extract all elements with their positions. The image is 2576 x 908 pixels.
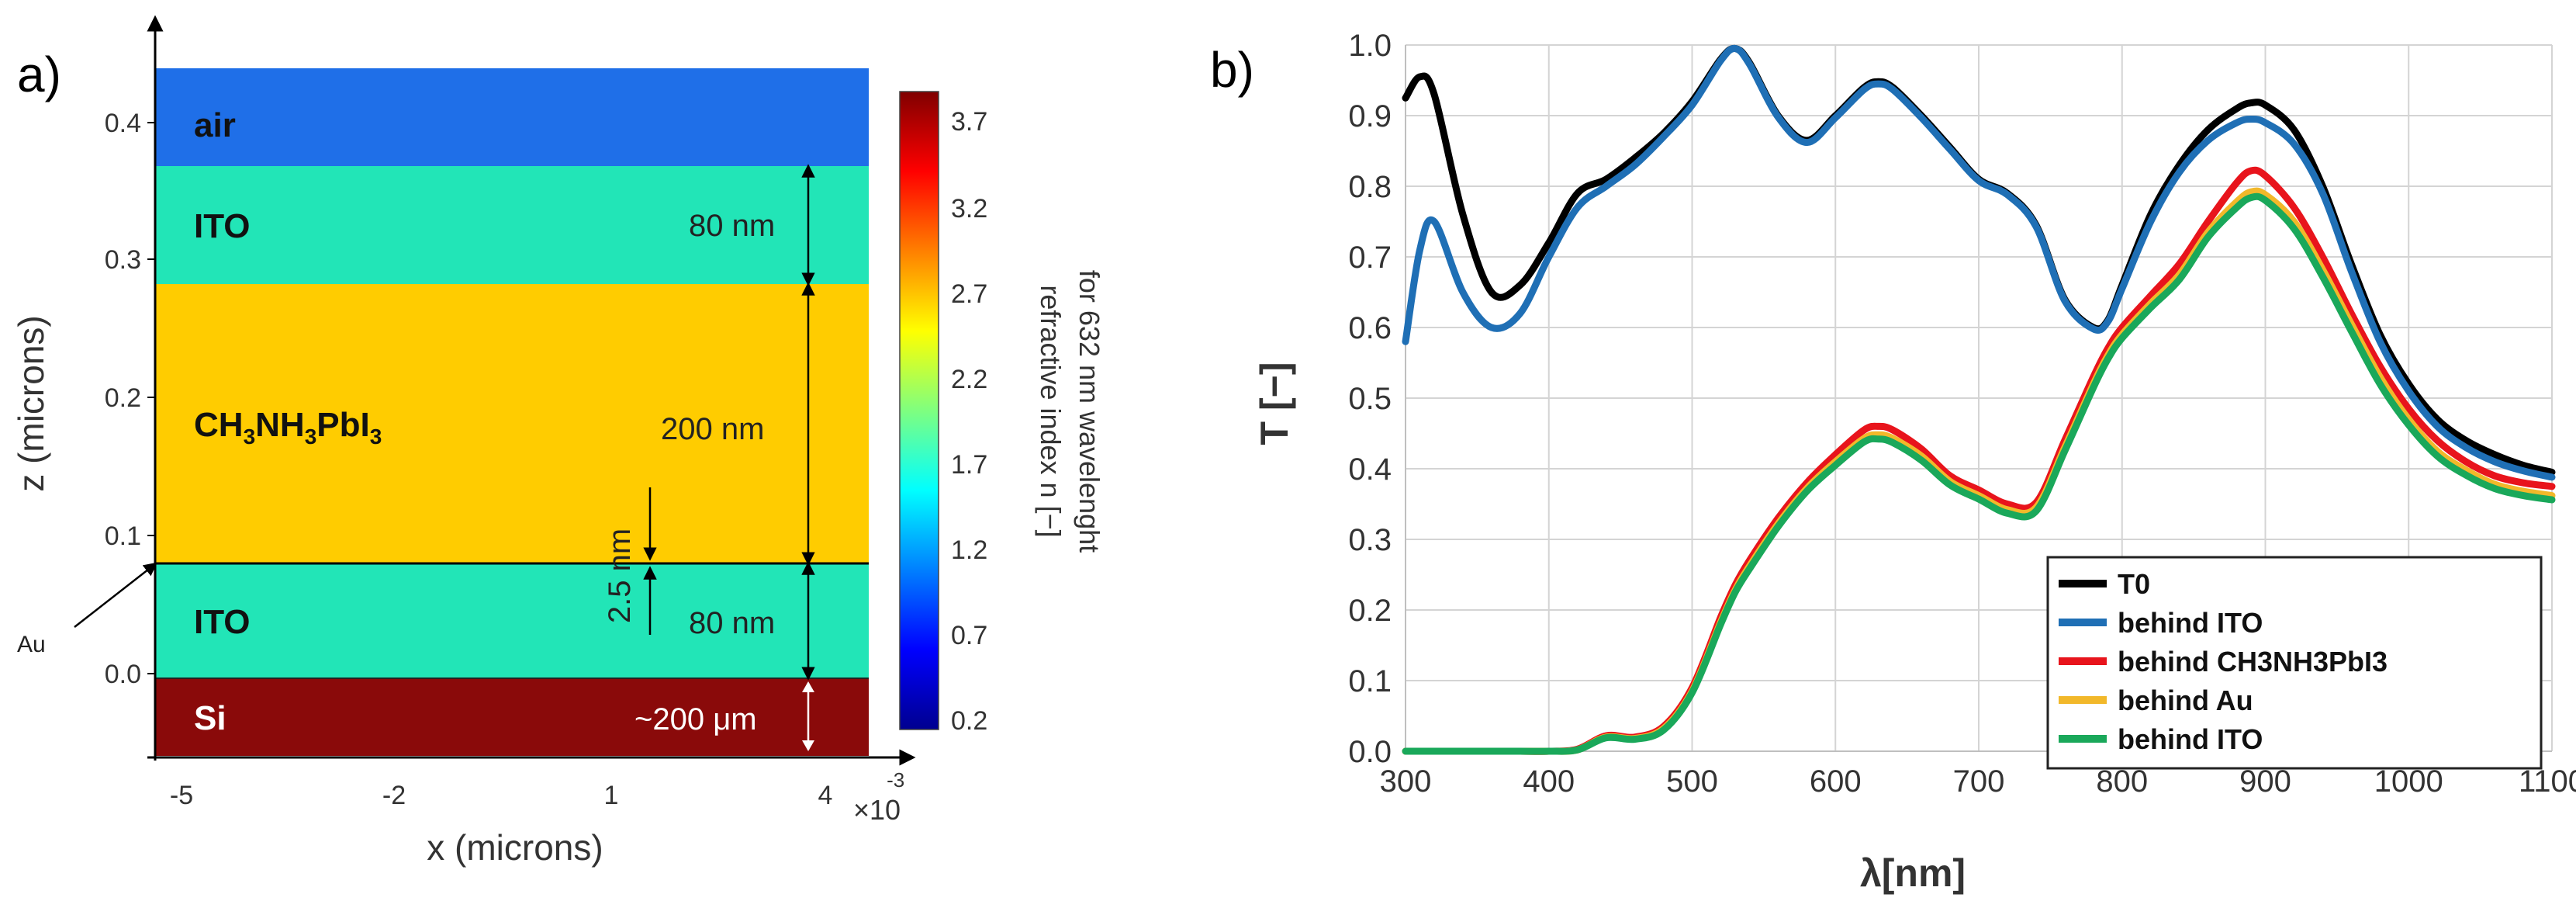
chart-legend: T0 behind ITO behind CH3NH3PbI3 behind Au be… (2046, 556, 2543, 770)
thickness-ito-bottom: 80 nm (689, 606, 775, 640)
x-ticks: -5 -2 1 4 (170, 781, 833, 810)
legend-entry: behind CH3NH3PbI3 (2118, 646, 2388, 678)
x-tick-label: 800 (2096, 764, 2148, 799)
series-line-5 (1402, 192, 2556, 755)
au-label: Au (17, 632, 46, 657)
layer-label-ito-bottom: ITO (194, 603, 251, 641)
x-tick-label: 300 (1380, 764, 1432, 799)
colorbar-tick-label: 2.7 (951, 279, 987, 309)
y-tick-label: 0.2 (1348, 594, 1392, 628)
layer-perovskite (155, 284, 869, 563)
z-tick-label: 0.1 (105, 522, 141, 551)
colorbar (899, 91, 939, 730)
y-tick-label: 0.5 (1348, 382, 1392, 416)
x-tick-label: 1000 (2374, 764, 2443, 799)
formula-nh: NH (255, 406, 305, 444)
x-tick-label: 900 (2239, 764, 2291, 799)
y-tick-label: 0.1 (1348, 664, 1392, 698)
z-tick-label: 0.2 (105, 383, 141, 413)
y-tick-label: 0.4 (1348, 452, 1392, 487)
x-axis-label: x (microns) (427, 827, 603, 868)
colorbar-tick-label: 2.2 (951, 365, 987, 394)
y-tick-label: 0.7 (1348, 241, 1392, 275)
formula-sub-1: 3 (244, 425, 256, 449)
z-tick-label: 0.0 (105, 660, 141, 689)
layer-label-air: air (194, 106, 236, 144)
colorbar-tick-label: 0.2 (951, 706, 987, 736)
x-tick-label: 500 (1666, 764, 1718, 799)
x-tick-label: 700 (1953, 764, 2005, 799)
colorbar-tick-label: 1.2 (951, 535, 987, 565)
y-tick-label: 0.8 (1348, 170, 1392, 204)
au-thickness-label: 2.5 nm (603, 529, 637, 623)
y-tick-label: 0.9 (1348, 99, 1392, 133)
thickness-ito-top: 80 nm (689, 209, 775, 243)
x-tick-label: 1 (604, 781, 619, 810)
chart-axes: 0.0 0.1 0.2 0.3 0.4 0.5 0.6 0.7 0.8 0.9 1.0 300 400 5… (1348, 29, 2576, 799)
layer-label-si: Si (194, 699, 226, 737)
legend-entry: T0 (2118, 568, 2150, 600)
colorbar-label-line2: for 632 nm wavelenght (1074, 270, 1105, 553)
colorbar-tick-label: 1.7 (951, 450, 987, 480)
x-tick-label: -2 (382, 781, 406, 810)
x-tick-label: 4 (818, 781, 833, 810)
y-tick-label: 0.3 (1348, 523, 1392, 557)
x-tick-label: 600 (1810, 764, 1862, 799)
thickness-si: ~200 μm (634, 702, 757, 736)
layer-ito-top (155, 166, 869, 284)
formula-pbi: PbI (316, 406, 369, 444)
x-multiplier: ×10-3 (853, 768, 904, 826)
x-tick-label: 1100 (2519, 764, 2576, 799)
x-multiplier-exponent: -3 (887, 768, 904, 792)
y-tick-label: 1.0 (1348, 29, 1392, 63)
legend-entry: behind Au (2118, 684, 2253, 716)
thickness-perovskite: 200 nm (661, 412, 764, 446)
layer-label-ito-top: ITO (194, 207, 251, 245)
panel-b-label: b) (1210, 42, 1254, 98)
au-pointer-arrow (74, 562, 157, 628)
panel-a-label: a) (17, 47, 61, 102)
x-multiplier-base: ×10 (853, 794, 901, 826)
panel-a: a) air ITO CH3NH3PbI3 ITO Si 80 nm 200 n… (11, 15, 1105, 868)
colorbar-tick-label: 0.7 (951, 621, 987, 650)
z-ticks: 0.4 0.3 0.2 0.1 0.0 (105, 109, 155, 689)
colorbar-ticks: 3.7 3.2 2.7 2.2 1.7 1.2 0.7 0.2 (951, 107, 987, 736)
y-tick-label: 0.6 (1348, 311, 1392, 345)
panel-b: b) 0.0 0.1 0.2 0.3 0.4 0.5 0.6 0.7 0.8 0.9 1.0 300 4… (1210, 29, 2576, 895)
x-tick-label: 400 (1523, 764, 1575, 799)
chart-y-axis-label: T [−] (1253, 362, 1296, 445)
colorbar-tick-label: 3.2 (951, 194, 987, 224)
legend-entry: behind ITO (2118, 723, 2263, 755)
layer-si (155, 678, 869, 756)
chart-grid (1405, 44, 2553, 752)
layer-label-perovskite: CH3NH3PbI3 (194, 406, 382, 449)
colorbar-label-line1: refractive index n [−] (1035, 285, 1067, 537)
x-tick-label: -5 (170, 781, 193, 810)
layer-air (155, 68, 869, 166)
legend-box (2046, 556, 2543, 770)
formula-sub-2: 3 (305, 425, 317, 449)
colorbar-tick-label: 3.7 (951, 107, 987, 137)
chart-series (1402, 44, 2556, 755)
y-tick-label: 0.0 (1348, 735, 1392, 769)
z-tick-label: 0.3 (105, 245, 141, 275)
series-line-2 (1402, 44, 2556, 481)
layer-ito-bottom (155, 563, 869, 678)
chart-x-axis-label: λ[nm] (1860, 851, 1966, 895)
formula-ch: CH (194, 406, 244, 444)
z-axis-label: z (microns) (11, 315, 51, 491)
z-tick-label: 0.4 (105, 109, 141, 138)
legend-entry: behind ITO (2118, 607, 2263, 639)
formula-sub-3: 3 (370, 425, 382, 449)
